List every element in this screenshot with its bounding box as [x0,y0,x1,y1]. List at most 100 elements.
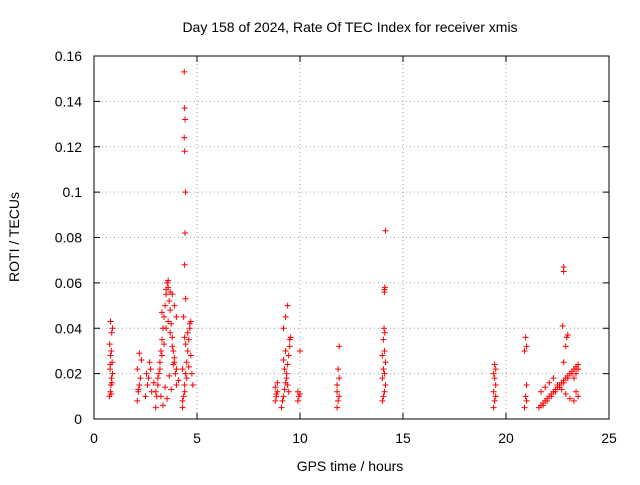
data-point [556,384,563,391]
data-point [490,404,497,411]
data-point [550,375,557,382]
data-point [522,334,529,341]
data-point [172,370,179,377]
data-point [382,359,389,366]
data-point [521,347,528,354]
data-point [379,352,386,359]
data-point [182,295,189,302]
data-point [158,352,165,359]
data-point [173,313,180,320]
data-point [171,354,178,361]
data-point [381,329,388,336]
data-point [173,366,180,373]
y-tick-label: 0.12 [55,139,82,155]
data-point [297,347,303,354]
y-tick-label: 0.04 [55,320,82,336]
data-point [559,322,566,329]
y-tick-label: 0.16 [55,48,82,64]
data-point [108,379,115,386]
data-point [379,375,386,382]
data-point [335,397,342,404]
data-point [490,370,497,377]
data-point [183,359,190,366]
data-point [538,388,545,395]
y-tick-label: 0.14 [55,93,82,109]
data-point [280,357,287,364]
data-point [170,361,177,368]
data-point [564,375,571,382]
data-point [280,393,287,400]
data-point [284,381,291,388]
data-point [279,397,286,404]
data-point [107,361,114,368]
data-point [540,402,547,409]
data-point [573,388,580,395]
data-point [108,329,115,336]
x-tick-label: 5 [193,430,201,446]
data-point [284,302,291,309]
data-point [169,291,176,298]
data-point [336,393,343,400]
data-point [523,343,530,350]
data-point [135,386,142,393]
data-point [154,381,161,388]
data-point [179,397,186,404]
data-point [136,350,143,357]
data-point [181,105,188,112]
data-point [181,334,188,341]
data-point [157,347,164,354]
x-tick-label: 0 [90,430,98,446]
grid-lines [94,56,609,419]
data-point [282,347,289,354]
data-point [181,388,188,395]
data-point [297,391,303,398]
data-point [570,375,577,382]
data-point [282,313,289,320]
data-point [165,318,172,325]
data-point [336,343,343,350]
data-point [544,397,551,404]
x-tick-label: 25 [601,430,617,446]
data-point [184,347,191,354]
data-point [522,393,529,400]
data-point [152,404,159,411]
data-point [138,357,145,364]
data-point [185,363,192,370]
data-point [175,377,182,384]
data-point [152,388,159,395]
data-point [272,397,279,404]
data-point [286,336,293,343]
data-point [150,379,157,386]
data-point [335,366,342,373]
data-point [182,116,189,123]
data-point [163,286,170,293]
data-point [136,381,143,388]
data-point [189,381,196,388]
data-point [284,361,291,368]
data-point [548,393,555,400]
data-point [286,343,293,350]
data-point [380,393,387,400]
data-point [168,320,175,327]
data-point [575,393,582,400]
data-point [170,347,177,354]
data-point [491,397,498,404]
data-point [180,393,187,400]
data-point [562,391,569,398]
y-tick-label: 0.1 [63,184,83,200]
data-point [181,381,188,388]
data-point [285,388,292,395]
data-point [523,381,530,388]
y-axis-label: ROTI / TECUs [6,192,22,282]
data-point [334,404,341,411]
data-point [280,325,287,332]
data-point [167,329,174,336]
x-tick-label: 20 [498,430,514,446]
data-point [181,148,188,155]
data-point [380,336,387,343]
data-point [181,261,188,268]
data-point [107,318,114,325]
data-point [182,341,189,348]
